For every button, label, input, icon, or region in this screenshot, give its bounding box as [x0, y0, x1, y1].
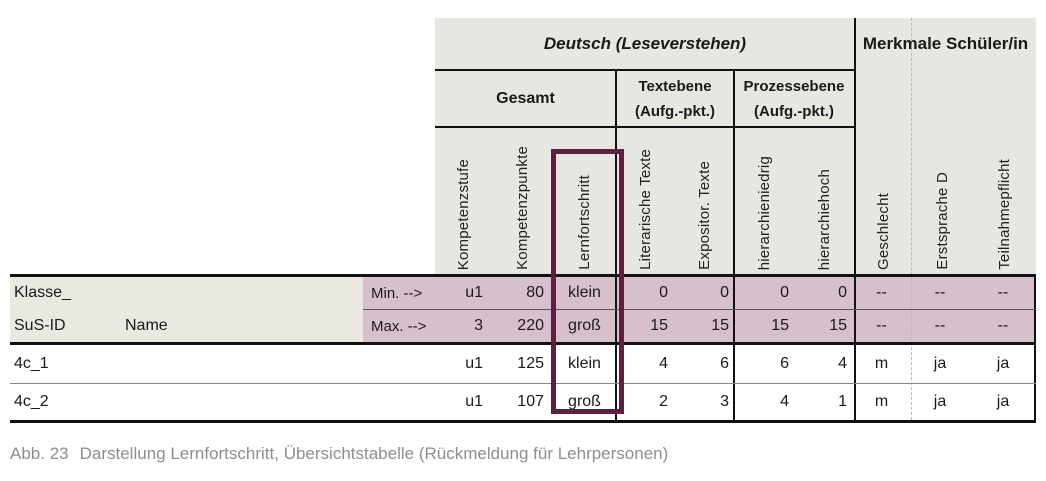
table-row-student: 4c_2 u1 107 groß 2 3 4 1 m ja ja	[10, 384, 1036, 420]
grid-vline-deutsch-merkmale	[854, 18, 856, 420]
header-textebene: Textebene (Aufg.-pkt.)	[617, 71, 733, 126]
column-header-label: hierarchieniedrig	[756, 155, 773, 270]
cell-hierarchieniedrig: 15	[771, 317, 789, 334]
student-row-divider-line	[10, 383, 1036, 384]
label-klasse: Klasse_	[14, 284, 71, 301]
minmax-bottom-line	[10, 342, 1036, 345]
cell-hierarchiehoch: 0	[838, 284, 847, 301]
left-label-background	[10, 277, 363, 342]
data-area-bottom-line	[10, 420, 1036, 423]
column-header-geschlecht: Geschlecht	[855, 132, 912, 270]
cell-kompetenzstufe: 3	[474, 317, 483, 334]
subheader-divider-line	[435, 126, 855, 128]
column-header-label: Geschlecht	[875, 192, 892, 270]
cell-hierarchieniedrig: 6	[780, 355, 789, 372]
cell-literarische-texte: 4	[659, 355, 668, 372]
column-header-label: Erstsprache D	[933, 172, 951, 270]
header-merkmale-schueler: Merkmale Schüler/in	[862, 34, 1029, 53]
grid-vline-textebene-prozessebene	[733, 70, 735, 420]
header-textebene-line2: (Aufg.-pkt.)	[635, 102, 715, 120]
column-header-hierarchieniedrig: hierarchieniedrig	[734, 132, 795, 270]
header-divider-line	[435, 69, 855, 71]
range-label-max: Max. -->	[371, 317, 427, 335]
cell-erstsprache-d: --	[934, 317, 946, 334]
figure-caption-text: Darstellung Lernfortschritt, Übersichtst…	[79, 444, 669, 463]
cell-hierarchieniedrig: 4	[780, 393, 789, 410]
cell-teilnahmepflicht: --	[997, 317, 1009, 334]
header-prozessebene-line2: (Aufg.-pkt.)	[754, 102, 834, 120]
column-header-label: Teilnahmepflicht	[995, 159, 1013, 270]
cell-geschlecht: --	[876, 317, 887, 334]
grid-vline-gesamt-textebene	[615, 70, 617, 420]
cell-kompetenzstufe: u1	[465, 393, 483, 410]
cell-lernfortschritt: groß	[568, 393, 601, 410]
column-header-label: Kompetenzpunkte	[513, 146, 531, 270]
lernfortschritt-highlight-box	[551, 149, 624, 414]
column-header-label: Literarische Texte	[637, 149, 654, 270]
figure-caption: Abb. 23 Darstellung Lernfortschritt, Übe…	[10, 444, 668, 464]
column-header-label: Expositor. Texte	[695, 161, 713, 270]
cell-hierarchiehoch: 4	[838, 355, 847, 372]
column-header-hierarchiehoch: hierarchiehoch	[795, 132, 854, 270]
header-prozessebene: Prozessebene (Aufg.-pkt.)	[734, 71, 854, 126]
cell-kompetenzpunkte: 80	[526, 284, 544, 301]
table-row-student: 4c_1 u1 125 klein 4 6 6 4 m ja ja	[10, 345, 1036, 383]
label-sus-id: SuS-ID	[14, 317, 66, 334]
cell-hierarchieniedrig: 0	[780, 284, 789, 301]
column-header-teilnahmepflicht: Teilnahmepflicht	[972, 132, 1036, 270]
cell-kompetenzstufe: u1	[465, 355, 483, 372]
cell-expositor-texte: 15	[711, 317, 729, 334]
table-row-min: Min. --> u1 80 klein 0 0 0 0 -- -- --	[363, 277, 1036, 309]
grid-vline-dashed-geschlecht-erstsprache	[911, 18, 912, 420]
header-textebene-line1: Textebene	[638, 77, 712, 95]
column-header-kompetenzpunkte: Kompetenzpunkte	[491, 132, 553, 270]
cell-literarische-texte: 2	[659, 393, 668, 410]
cell-teilnahmepflicht: --	[997, 284, 1009, 301]
header-gesamt: Gesamt	[496, 89, 555, 107]
cell-hierarchiehoch: 15	[829, 317, 847, 334]
cell-erstsprache-d: ja	[933, 355, 947, 372]
cell-geschlecht: --	[876, 284, 887, 301]
column-header-expositor-texte: Expositor. Texte	[675, 132, 733, 270]
column-header-literarische-texte: Literarische Texte	[616, 132, 675, 270]
data-area-top-line	[10, 274, 1036, 277]
cell-kompetenzstufe: u1	[465, 284, 483, 301]
range-label-min: Min. -->	[371, 284, 423, 302]
grid-vline-right-edge	[1034, 277, 1036, 420]
cell-expositor-texte: 6	[720, 355, 729, 372]
cell-geschlecht: m	[874, 393, 889, 410]
cell-erstsprache-d: ja	[933, 393, 947, 410]
column-header-label: hierarchiehoch	[816, 168, 833, 270]
table-header-background	[435, 18, 1036, 274]
cell-kompetenzpunkte: 107	[517, 393, 544, 410]
column-header-erstsprache-d: Erstsprache D	[912, 132, 972, 270]
cell-teilnahmepflicht: ja	[996, 393, 1010, 410]
cell-hierarchiehoch: 1	[838, 393, 847, 410]
cell-erstsprache-d: --	[934, 284, 946, 301]
minmax-divider-line	[363, 309, 1036, 310]
header-prozessebene-line1: Prozessebene	[743, 77, 845, 95]
cell-lernfortschritt: groß	[568, 317, 601, 334]
cell-literarische-texte: 0	[659, 284, 668, 301]
column-header-kompetenzstufe: Kompetenzstufe	[435, 132, 491, 270]
cell-expositor-texte: 3	[720, 393, 729, 410]
cell-kompetenzpunkte: 125	[517, 355, 544, 372]
cell-student-id: 4c_2	[14, 393, 49, 410]
column-header-label: Kompetenzstufe	[454, 158, 472, 270]
cell-teilnahmepflicht: ja	[996, 355, 1010, 372]
figure-caption-number: Abb. 23	[10, 444, 69, 463]
cell-lernfortschritt: klein	[568, 355, 601, 372]
header-deutsch-leseverstehen: Deutsch (Leseverstehen)	[543, 34, 747, 53]
table-row-max: Max. --> 3 220 groß 15 15 15 15 -- -- --	[363, 310, 1036, 342]
cell-expositor-texte: 0	[720, 284, 729, 301]
cell-lernfortschritt: klein	[568, 284, 601, 301]
cell-geschlecht: m	[874, 355, 889, 372]
cell-student-id: 4c_1	[14, 355, 49, 372]
cell-kompetenzpunkte: 220	[517, 317, 544, 334]
cell-literarische-texte: 15	[650, 317, 668, 334]
label-name: Name	[125, 317, 168, 334]
